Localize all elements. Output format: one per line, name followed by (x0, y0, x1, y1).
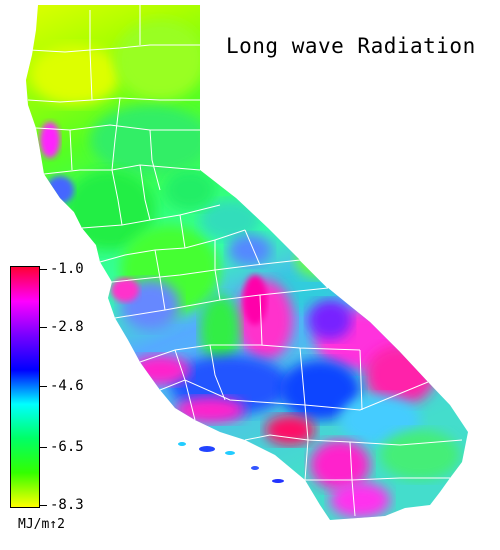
colorbar-tick-label: -8.3 (50, 497, 84, 513)
colorbar-tick-label: -1.0 (50, 261, 84, 277)
colorbar-tick (39, 269, 47, 270)
colorbar-tick-label: -2.8 (50, 319, 84, 335)
channel-islands (178, 442, 284, 483)
colorbar-units: MJ/m↑2 (18, 517, 65, 532)
radiation-field (30, 20, 460, 518)
colorbar-tick (39, 386, 47, 387)
colorbar-tick-label: -6.5 (50, 439, 84, 455)
county-lines (27, 5, 463, 517)
colorbar-tick (39, 327, 47, 328)
map-title: Long wave Radiation (226, 34, 476, 58)
colorbar-tick (39, 505, 47, 506)
colorbar (10, 266, 40, 508)
colorbar-tick-label: -4.6 (50, 378, 84, 394)
colorbar-tick (39, 447, 47, 448)
